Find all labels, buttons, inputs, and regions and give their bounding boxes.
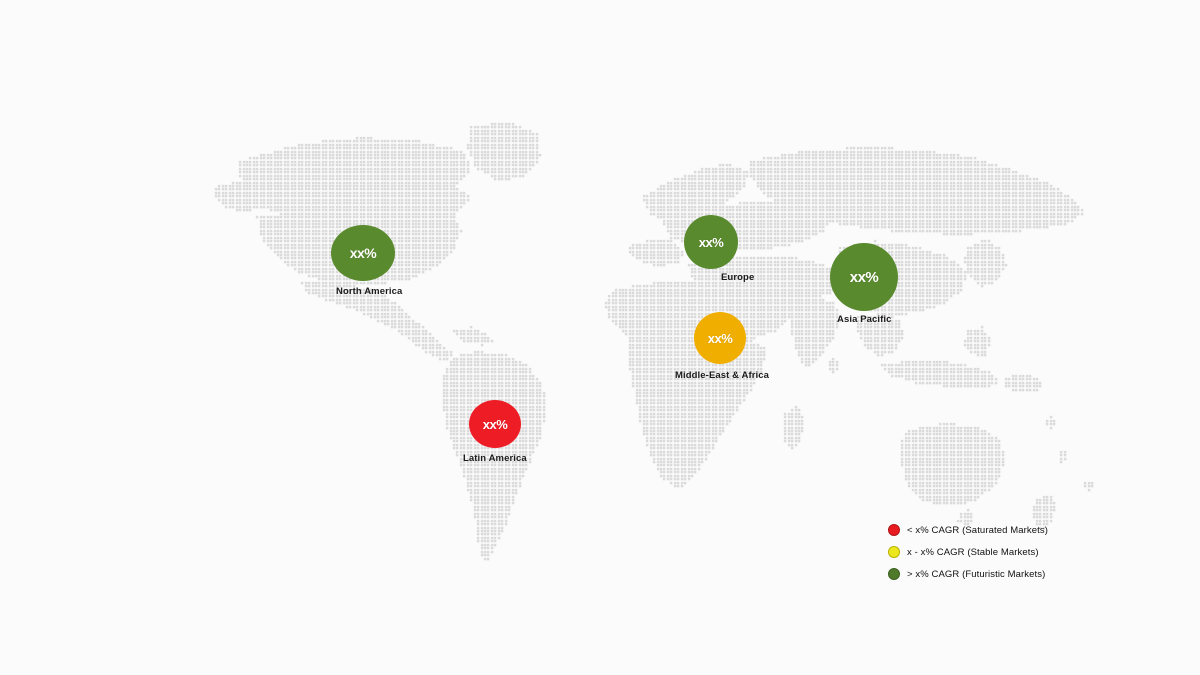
region-bubble-europe[interactable]: xx% (684, 215, 738, 269)
region-value-asia-pacific: xx% (849, 268, 879, 286)
region-label-middle-east-africa: Middle-East & Africa (675, 370, 770, 381)
region-value-europe: xx% (698, 234, 724, 250)
region-value-latin-america: xx% (482, 416, 508, 432)
legend-label-saturated: < x% CAGR (Saturated Markets) (907, 524, 1048, 536)
region-value-middle-east-africa: xx% (707, 330, 733, 346)
region-bubble-middle-east-africa[interactable]: xx% (694, 312, 746, 364)
legend-item-futuristic[interactable]: > x% CAGR (Futuristic Markets) (888, 563, 1088, 585)
region-label-north-america: North America (336, 286, 403, 297)
region-label-latin-america: Latin America (463, 453, 527, 464)
legend-item-stable[interactable]: x - x% CAGR (Stable Markets) (888, 541, 1088, 563)
legend-dot-saturated-icon (888, 524, 900, 536)
region-bubble-asia-pacific[interactable]: xx% (830, 243, 898, 311)
region-bubble-north-america[interactable]: xx% (331, 225, 395, 281)
legend-dot-futuristic-icon (888, 568, 900, 580)
region-value-north-america: xx% (349, 245, 377, 261)
legend-item-saturated[interactable]: < x% CAGR (Saturated Markets) (888, 519, 1088, 541)
legend-label-futuristic: > x% CAGR (Futuristic Markets) (907, 568, 1046, 580)
legend-label-stable: x - x% CAGR (Stable Markets) (907, 546, 1039, 558)
region-bubble-latin-america[interactable]: xx% (469, 400, 521, 448)
cagr-legend: < x% CAGR (Saturated Markets) x - x% CAGR… (888, 519, 1088, 585)
legend-dot-stable-icon (888, 546, 900, 558)
region-label-europe: Europe (721, 272, 755, 283)
region-label-asia-pacific: Asia Pacific (837, 314, 892, 325)
